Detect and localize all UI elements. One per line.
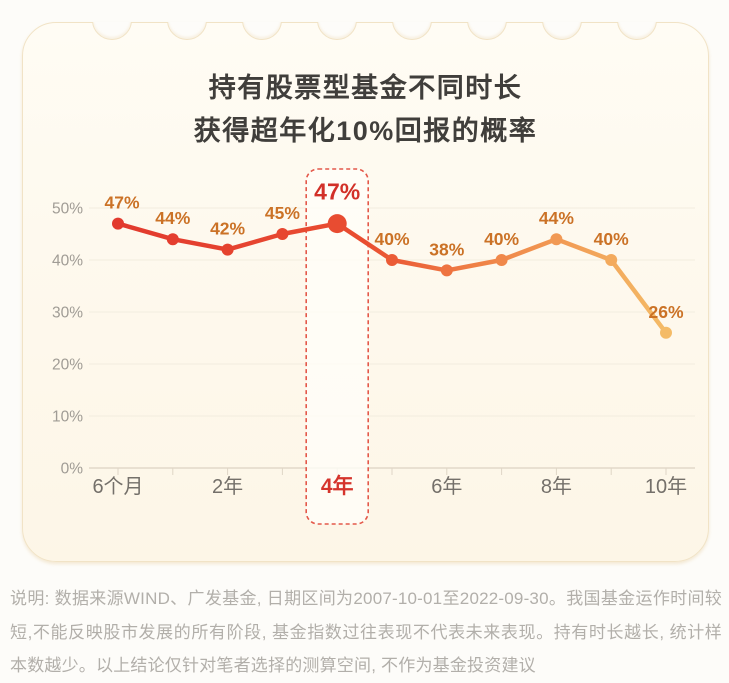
y-axis-label: 30% — [52, 305, 83, 322]
data-point — [221, 243, 234, 256]
disclaimer-text: 说明: 数据来源WIND、广发基金, 日期区间为2007-10-01至2022-… — [10, 589, 722, 675]
chart-title-line2: 获得超年化10%回报的概率 — [193, 116, 538, 146]
data-point-label: 40% — [594, 229, 629, 249]
data-point — [495, 254, 508, 266]
highlight-value-label: 47% — [314, 179, 360, 205]
data-point — [550, 233, 563, 246]
data-point-label: 44% — [155, 208, 190, 228]
y-axis-label: 40% — [52, 253, 83, 270]
data-point — [327, 214, 347, 234]
data-point-label: 45% — [265, 203, 300, 223]
y-axis-label: 20% — [52, 357, 83, 374]
scallop-notch — [317, 22, 357, 40]
scallop-notch — [167, 22, 207, 40]
data-point-label: 40% — [484, 229, 519, 249]
data-point — [440, 264, 453, 277]
x-axis-label: 6个月 — [92, 475, 143, 498]
data-point-label: 47% — [104, 193, 139, 213]
data-point-label: 44% — [539, 208, 574, 228]
data-point — [166, 233, 179, 246]
scallop-notch — [467, 22, 507, 40]
data-point — [660, 326, 672, 339]
highlight-box — [305, 168, 370, 525]
y-axis-label: 0% — [61, 461, 84, 478]
chart-area: 0% 10% 20% 30% 40% 50% 47% 44% 42% 45% 47% 40% 38% 40… — [23, 163, 708, 543]
infographic-card: 持有股票型基金不同时长 获得超年化10%回报的概率 0% 10% 20% 30% 40%… — [22, 22, 709, 562]
x-axis-label: 8年 — [541, 475, 572, 498]
x-axis-label: 10年 — [645, 475, 687, 498]
data-point-label: 38% — [429, 239, 464, 259]
data-point-label: 40% — [374, 229, 409, 249]
scallop-notch — [617, 22, 657, 40]
scalloped-top-edge — [53, 22, 678, 43]
scallop-notch — [242, 22, 282, 40]
chart-title-line1: 持有股票型基金不同时长 — [208, 73, 523, 103]
chart-title: 持有股票型基金不同时长 获得超年化10%回报的概率 — [23, 67, 708, 153]
data-point-label: 26% — [648, 302, 683, 322]
probability-line-chart: 0% 10% 20% 30% 40% 50% 47% 44% 42% 45% 47% 40% 38% 40… — [52, 168, 695, 525]
y-axis-label: 10% — [52, 409, 83, 426]
data-point — [112, 217, 124, 230]
data-point-label: 42% — [210, 219, 245, 239]
x-axis-label: 6年 — [431, 475, 462, 498]
data-point — [605, 254, 618, 266]
y-axis-label: 50% — [52, 201, 83, 218]
x-axis-label: 2年 — [212, 475, 243, 498]
x-axis-label: 4年 — [321, 474, 354, 498]
data-point — [276, 228, 289, 240]
data-point — [386, 254, 398, 266]
scallop-notch — [92, 22, 132, 40]
scallop-notch — [392, 22, 432, 40]
scallop-notch — [542, 22, 582, 40]
